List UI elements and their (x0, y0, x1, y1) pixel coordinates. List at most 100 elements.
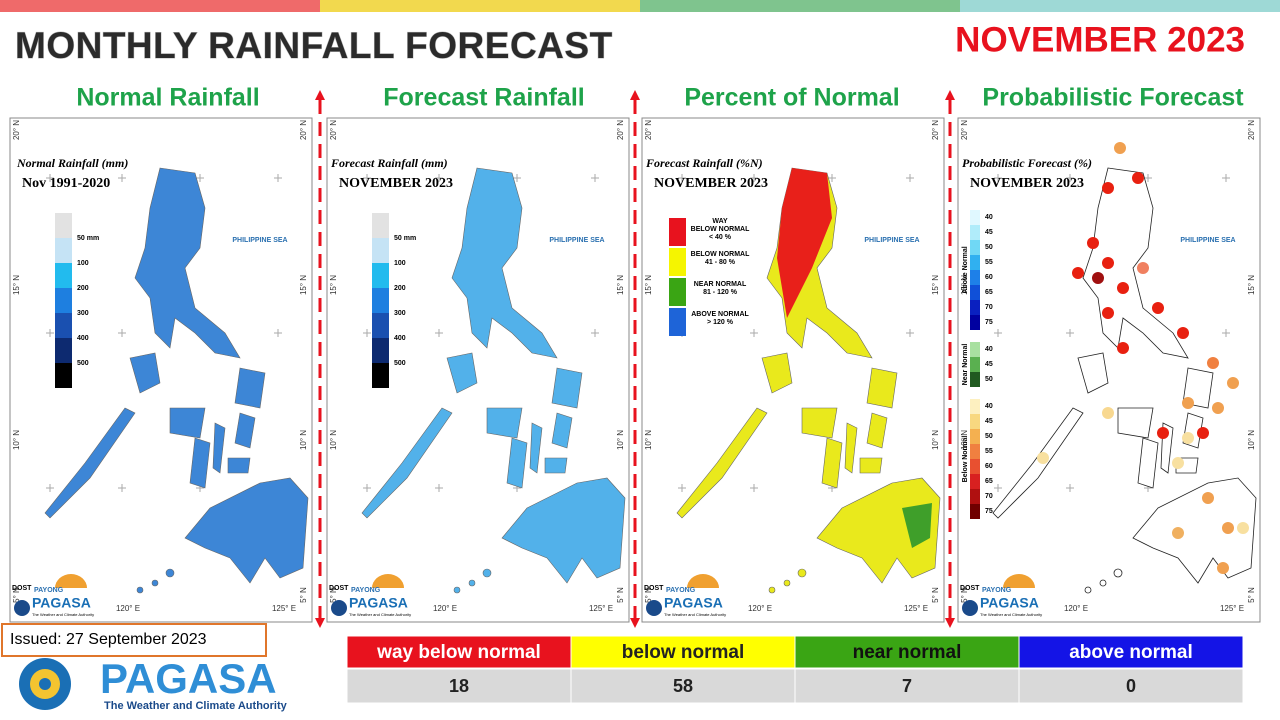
legend-label: 60 (985, 463, 993, 470)
legend-swatch (669, 278, 686, 306)
map-title: Probabilistic Forecast (%) (962, 156, 1092, 170)
forecast-dot (1102, 257, 1114, 269)
lat-label: 20° N (329, 120, 338, 140)
legend-label: 50 (985, 376, 993, 383)
grid-cross (435, 484, 443, 492)
forecast-dot (1157, 427, 1169, 439)
legend-group-name: Above Normal (962, 246, 969, 294)
lat-label: 20° N (644, 120, 653, 140)
count-value: 58 (673, 676, 693, 696)
legend-label: 300 (394, 310, 406, 317)
legend-label: 40 (985, 346, 993, 353)
lat-label: 5° N (12, 587, 21, 603)
sea-label: PHILIPPINE SEA (549, 237, 604, 244)
legend-swatch (372, 288, 389, 313)
lat-label: 20° N (1247, 120, 1256, 140)
grid-cross (513, 174, 521, 182)
separator-arrow (630, 90, 640, 100)
legend-swatch (970, 429, 980, 444)
lon-label: 120° E (1064, 604, 1088, 613)
logo-payong: PAYONG (34, 587, 64, 594)
legend-swatch (970, 270, 980, 285)
grid-cross (363, 174, 371, 182)
legend-label: 100 (77, 260, 89, 267)
map-region (902, 503, 932, 548)
lat-label: 10° N (329, 430, 338, 450)
lon-label: 125° E (1220, 604, 1244, 613)
legend-label: NEAR NORMAL (694, 281, 747, 288)
legend-label: 300 (77, 310, 89, 317)
category-label: above normal (1069, 642, 1193, 663)
logo-umbrella (372, 574, 404, 588)
grid-cross (363, 329, 371, 337)
legend-swatch (970, 414, 980, 429)
logo-agency: DOST (644, 585, 664, 592)
lat-label: 10° N (12, 430, 21, 450)
legend-swatch (372, 213, 389, 238)
grid-cross (994, 484, 1002, 492)
forecast-dot (1182, 397, 1194, 409)
logo-icon (14, 600, 30, 616)
panel-heading: Probabilistic Forecast (982, 84, 1244, 112)
legend-swatch (970, 285, 980, 300)
map-panel: Forecast Rainfall (%N) NOVEMBER 2023 PHILI… (641, 117, 945, 623)
count-table: way below normal 18 below normal 58 near nor… (346, 635, 1244, 704)
grid-cross (906, 174, 914, 182)
grid-cross (1222, 174, 1230, 182)
lon-label: 120° E (433, 604, 457, 613)
lat-label: 20° N (299, 120, 308, 140)
stripe (0, 0, 320, 12)
forecast-dot (1152, 302, 1164, 314)
grid-cross (828, 174, 836, 182)
category-label: way below normal (376, 642, 541, 663)
separator-arrow (945, 618, 955, 628)
legend-swatch (372, 313, 389, 338)
map-panel: Probabilistic Forecast (%) NOVEMBER 2023 P… (957, 117, 1261, 623)
legend-swatch (55, 213, 72, 238)
separator-arrow (315, 618, 325, 628)
lat-label: 5° N (616, 587, 625, 603)
grid-cross (274, 329, 282, 337)
logo-umbrella (1003, 574, 1035, 588)
lat-label: 20° N (616, 120, 625, 140)
map-panel: Normal Rainfall (mm) Nov 1991-2020 PHILIPP… (9, 117, 313, 623)
separator-arrow (630, 618, 640, 628)
lat-label: 20° N (12, 120, 21, 140)
grid-cross (118, 484, 126, 492)
separator-arrow (315, 90, 325, 100)
footer-logo-name: PAGASA (100, 655, 277, 702)
logo-tagline: The Weather and Climate Authority (664, 612, 726, 617)
map-title: Normal Rainfall (mm) (16, 156, 128, 170)
forecast-dot (1072, 267, 1084, 279)
legend-swatch (55, 263, 72, 288)
grid-cross (118, 329, 126, 337)
legend-label: 400 (394, 335, 406, 342)
legend-label: 55 (985, 448, 993, 455)
forecast-dot (1207, 357, 1219, 369)
forecast-dot (1202, 492, 1214, 504)
map-panel: Forecast Rainfall (mm) NOVEMBER 2023 PHILI… (326, 117, 630, 623)
logo-umbrella (55, 574, 87, 588)
logo-icon (962, 600, 978, 616)
count-value: 0 (1126, 676, 1136, 696)
category-cell (346, 635, 572, 669)
legend-swatch (970, 315, 980, 330)
grid-cross (196, 174, 204, 182)
grid-cross (46, 329, 54, 337)
legend-group-name: Below Normal (962, 436, 969, 483)
legend-swatch (970, 474, 980, 489)
legend-swatch (970, 342, 980, 357)
legend-label: 81 - 120 % (703, 289, 738, 296)
forecast-dot (1102, 307, 1114, 319)
legend-swatch (970, 210, 980, 225)
category-cell (1018, 635, 1244, 669)
category-label: near normal (853, 642, 962, 663)
legend-swatch (55, 238, 72, 263)
forecast-dot (1197, 427, 1209, 439)
forecast-dot (1092, 272, 1104, 284)
grid-cross (591, 329, 599, 337)
grid-cross (1066, 329, 1074, 337)
forecast-dot (1237, 522, 1249, 534)
legend-swatch (970, 300, 980, 315)
